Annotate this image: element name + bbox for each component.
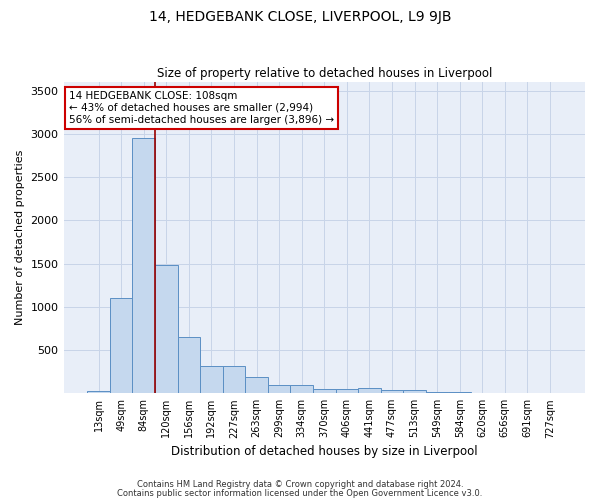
Title: Size of property relative to detached houses in Liverpool: Size of property relative to detached ho… [157,66,492,80]
Bar [313,389,335,393]
Bar [335,389,358,393]
Text: Contains HM Land Registry data © Crown copyright and database right 2024.: Contains HM Land Registry data © Crown c… [137,480,463,489]
Bar [178,337,200,393]
Bar [110,298,133,393]
Bar [268,384,290,393]
Bar [516,392,539,393]
Text: Contains public sector information licensed under the Open Government Licence v3: Contains public sector information licen… [118,489,482,498]
Bar [290,384,313,393]
Bar [494,392,516,393]
Bar [200,366,223,393]
Text: 14 HEDGEBANK CLOSE: 108sqm
← 43% of detached houses are smaller (2,994)
56% of s: 14 HEDGEBANK CLOSE: 108sqm ← 43% of deta… [69,92,334,124]
Bar [155,266,178,393]
Bar [426,392,448,393]
Y-axis label: Number of detached properties: Number of detached properties [15,150,25,326]
Bar [358,388,381,393]
Bar [403,390,426,393]
Bar [448,392,471,393]
Bar [471,392,494,393]
Text: 14, HEDGEBANK CLOSE, LIVERPOOL, L9 9JB: 14, HEDGEBANK CLOSE, LIVERPOOL, L9 9JB [149,10,451,24]
Bar [381,390,403,393]
X-axis label: Distribution of detached houses by size in Liverpool: Distribution of detached houses by size … [171,444,478,458]
Bar [87,390,110,393]
Bar [223,366,245,393]
Bar [133,138,155,393]
Bar [245,377,268,393]
